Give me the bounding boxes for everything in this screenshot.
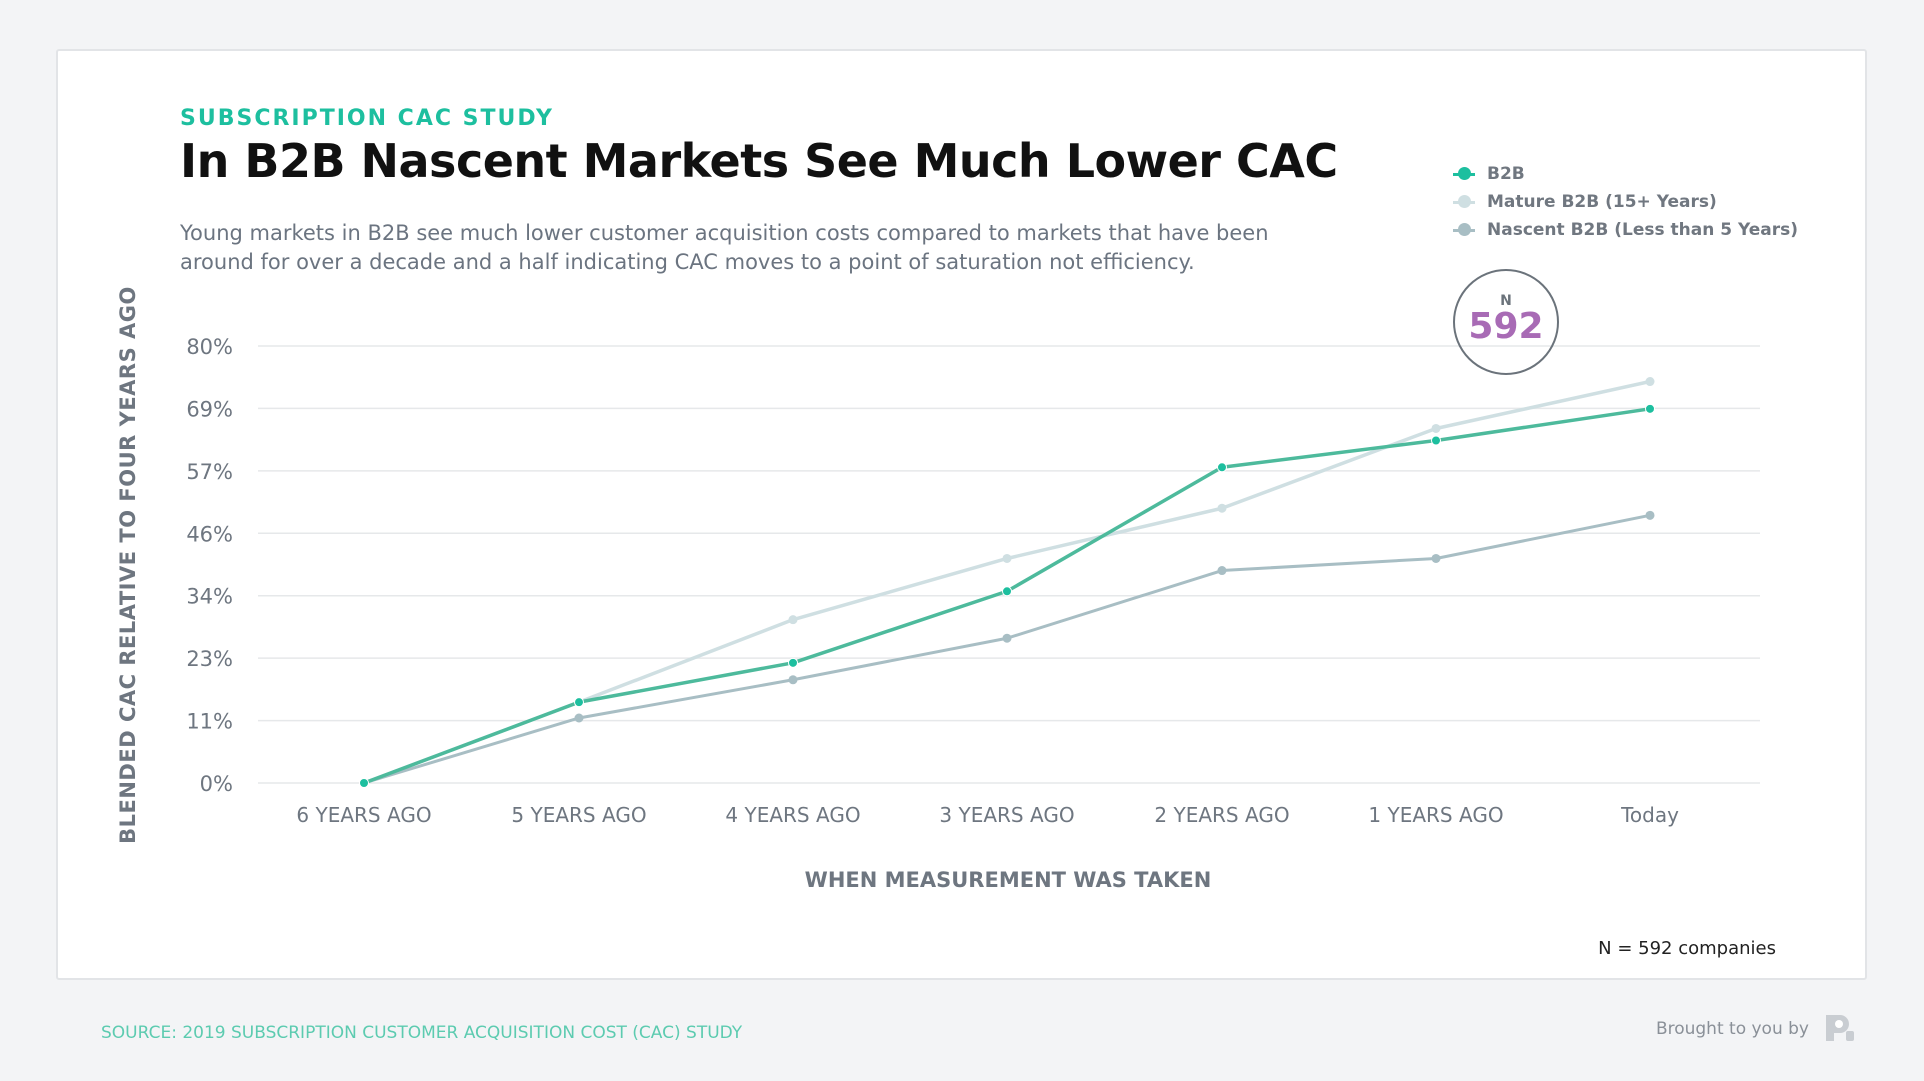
data-point (1002, 553, 1012, 563)
legend-marker-icon (1453, 223, 1475, 236)
data-point (1217, 503, 1227, 513)
legend-marker-icon (1453, 167, 1475, 180)
data-point (1645, 403, 1655, 414)
data-point (1645, 510, 1655, 520)
chart-title: In B2B Nascent Markets See Much Lower CA… (180, 134, 1338, 188)
sample-size-badge: N 592 (1453, 269, 1559, 375)
source-note: SOURCE: 2019 SUBSCRIPTION CUSTOMER ACQUI… (101, 1023, 743, 1043)
legend-label: B2B (1487, 164, 1525, 184)
legend: B2B Mature B2B (15+ Years) Nascent B2B (… (1453, 160, 1798, 244)
legend-marker-icon (1453, 195, 1475, 208)
data-point (1431, 423, 1441, 433)
y-tick-label: 23% (186, 647, 233, 671)
badge-value: 592 (1468, 306, 1544, 347)
chart-kicker: SUBSCRIPTION CAC STUDY (180, 106, 554, 131)
data-point (1431, 435, 1441, 446)
legend-item-mature: Mature B2B (15+ Years) (1453, 188, 1798, 216)
x-tick-label: 1 YEARS AGO (1368, 803, 1503, 827)
x-tick-label: 5 YEARS AGO (511, 803, 646, 827)
data-point (788, 657, 798, 668)
y-tick-label: 80% (186, 335, 233, 359)
data-point (574, 713, 584, 723)
chart-card (56, 49, 1867, 980)
footnote: N = 592 companies (1598, 938, 1776, 959)
x-tick-label: Today (1620, 803, 1679, 827)
data-point (1002, 633, 1012, 643)
data-point (1002, 586, 1012, 597)
y-tick-label: 46% (186, 522, 233, 546)
series-line-1 (363, 379, 1651, 785)
legend-item-b2b: B2B (1453, 160, 1798, 188)
chart-subtitle: Young markets in B2B see much lower cust… (180, 221, 1269, 274)
data-point (788, 615, 798, 625)
x-axis-title: WHEN MEASUREMENT WAS TAKEN (804, 868, 1212, 892)
data-point (1431, 553, 1441, 563)
data-point (1217, 566, 1227, 576)
legend-label: Nascent B2B (Less than 5 Years) (1487, 220, 1799, 240)
y-tick-label: 0% (200, 772, 233, 796)
x-tick-label: 4 YEARS AGO (725, 803, 860, 827)
brand-logo-icon (1826, 1015, 1854, 1041)
x-tick-label: 6 YEARS AGO (296, 803, 431, 827)
data-point (788, 675, 798, 685)
legend-item-nascent: Nascent B2B (Less than 5 Years) (1453, 216, 1798, 244)
y-axis-title: BLENDED CAC RELATIVE TO FOUR YEARS AGO (116, 286, 140, 844)
data-point (574, 697, 584, 708)
data-point (1645, 377, 1655, 387)
data-point (1217, 462, 1227, 473)
y-tick-label: 11% (186, 710, 233, 734)
y-tick-label: 69% (186, 397, 233, 421)
brought-to-you-by: Brought to you by (1655, 1019, 1809, 1039)
data-point (359, 778, 369, 788)
x-tick-label: 2 YEARS AGO (1154, 803, 1289, 827)
x-tick-label: 3 YEARS AGO (939, 803, 1074, 827)
legend-label: Mature B2B (15+ Years) (1487, 192, 1717, 212)
y-tick-label: 57% (186, 460, 233, 484)
badge-label: N (1500, 293, 1512, 309)
y-tick-label: 34% (186, 585, 233, 609)
